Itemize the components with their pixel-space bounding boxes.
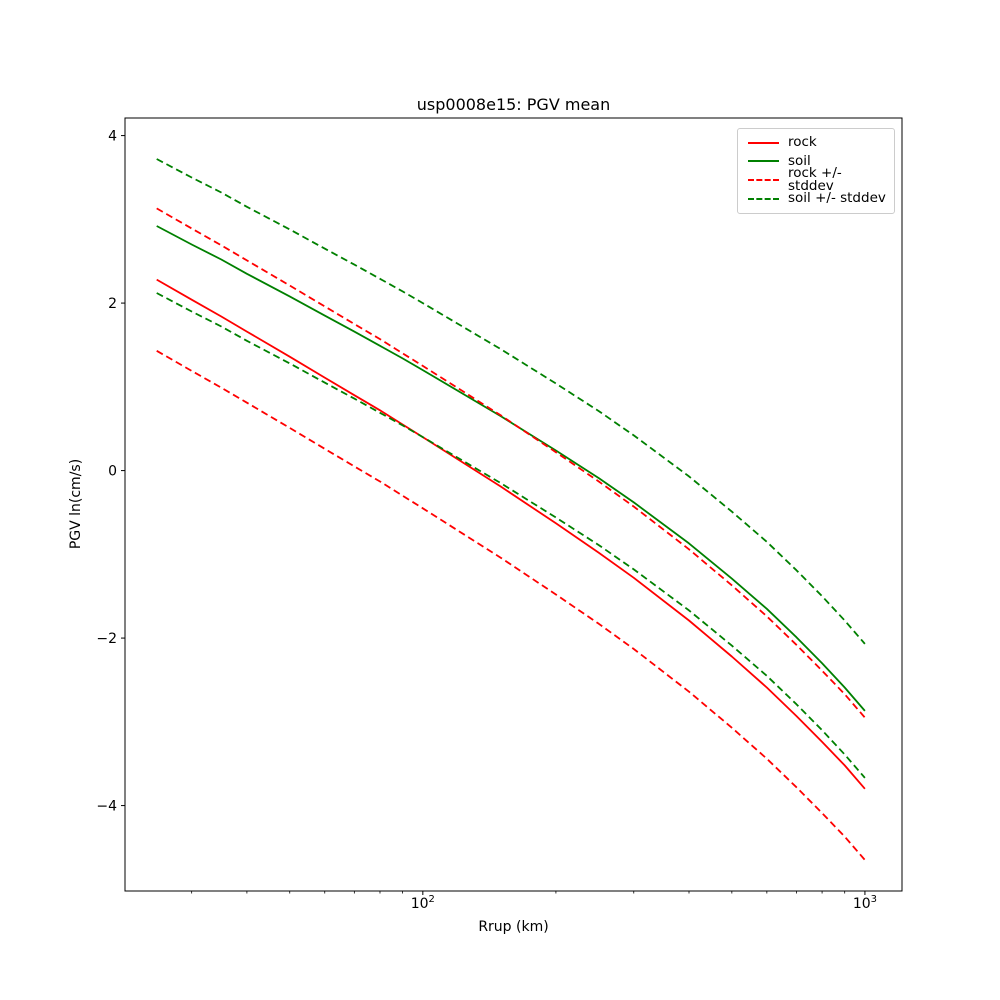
y-tick-label: 2 xyxy=(108,296,117,312)
x-tick-base: 10 xyxy=(853,896,871,912)
x-tick-exponent: 3 xyxy=(871,894,877,905)
chart-title: usp0008e15: PGV mean xyxy=(416,95,611,114)
series-soil-stddev xyxy=(156,158,866,645)
x-tick-base: 10 xyxy=(411,896,429,912)
y-tick-label: −2 xyxy=(96,631,117,647)
series-lines xyxy=(156,158,866,861)
legend-item: soil xyxy=(748,152,886,170)
legend-label: soil +/- stddev xyxy=(788,190,886,207)
series-rock-stddev xyxy=(156,350,866,861)
legend-line-swatch xyxy=(748,160,779,163)
x-tick-label: 102 xyxy=(411,894,435,912)
legend-item: soil +/- stddev xyxy=(748,190,886,208)
series-soil xyxy=(156,225,866,712)
legend-line-swatch xyxy=(748,197,779,200)
axes-border xyxy=(124,117,903,892)
legend-label: rock +/- stddev xyxy=(788,164,842,195)
y-tick-label: 4 xyxy=(108,129,117,145)
legend-item: rock +/- stddev xyxy=(748,166,886,193)
x-tick-exponent: 2 xyxy=(429,894,435,905)
legend: rock soil rock +/- stddev soil +/- stddev xyxy=(737,128,895,214)
y-tick-label: 0 xyxy=(108,464,117,480)
series-rock xyxy=(156,278,866,790)
series-rock-stddev xyxy=(156,207,866,719)
legend-line-swatch xyxy=(748,142,779,145)
series-soil-stddev xyxy=(156,292,866,779)
legend-label: rock xyxy=(788,134,817,151)
legend-label: soil xyxy=(788,152,811,169)
legend-line-swatch xyxy=(748,179,779,182)
y-axis-label: PGV ln(cm/s) xyxy=(68,458,84,550)
x-tick-label: 103 xyxy=(853,894,877,912)
x-axis-label: Rrup (km) xyxy=(478,919,549,935)
y-tick-label: −4 xyxy=(96,799,117,815)
legend-item: rock xyxy=(748,134,886,152)
